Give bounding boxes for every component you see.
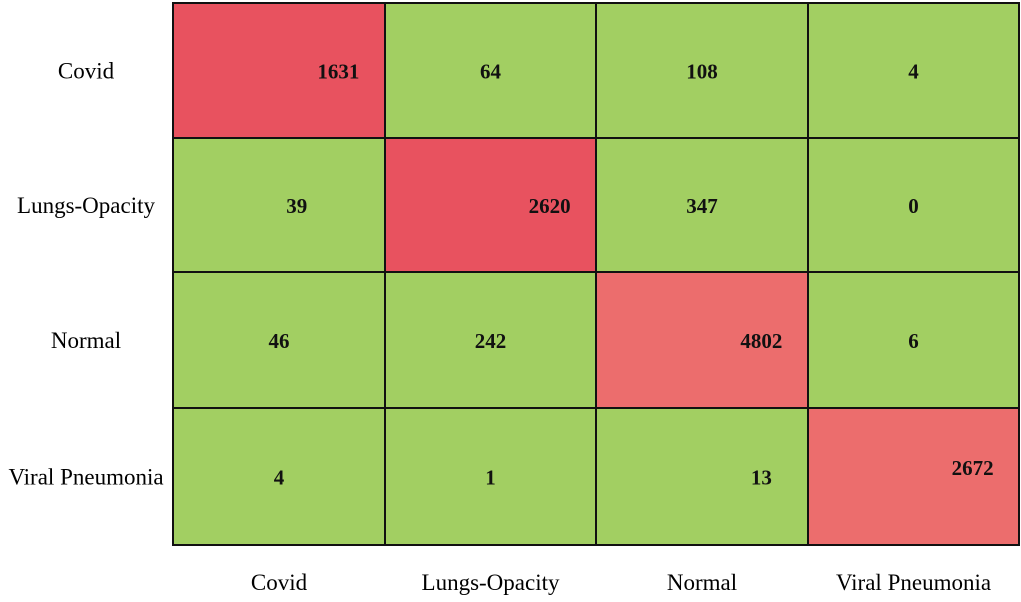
matrix-cell-r0-c2 bbox=[595, 2, 809, 139]
matrix-cell-r0-c1 bbox=[384, 2, 597, 139]
matrix-cell-r3-c2 bbox=[595, 407, 809, 546]
cell-value-r3-c3: 2672 bbox=[952, 456, 994, 480]
cell-value-r1-c3: 0 bbox=[908, 194, 919, 218]
cell-value-r1-c0: 39 bbox=[286, 194, 307, 218]
cell-value-r2-c3: 6 bbox=[908, 329, 919, 353]
cell-value-r2-c1: 242 bbox=[475, 329, 507, 353]
cell-value-r0-c2: 108 bbox=[686, 60, 718, 84]
column-label-0: Covid bbox=[251, 570, 308, 595]
matrix-cell-labels: 1631 64 108 439 2620 347 046 242 4802 64 1 13 2672 bbox=[269, 60, 994, 490]
cell-value-r1-c1: 2620 bbox=[529, 194, 571, 218]
matrix-cell-r1-c1 bbox=[384, 137, 597, 273]
matrix-cell-r2-c0 bbox=[172, 271, 386, 409]
matrix-cell-r3-c1 bbox=[384, 407, 597, 546]
column-label-1: Lungs-Opacity bbox=[422, 570, 560, 595]
matrix-cell-r0-c0 bbox=[172, 2, 386, 139]
matrix-cell-r1-c2 bbox=[595, 137, 809, 273]
column-label-3: Viral Pneumonia bbox=[836, 570, 991, 595]
cell-value-r2-c2: 4802 bbox=[740, 329, 782, 353]
column-labels: Covid Lungs-Opacity Normal Viral Pneumonia bbox=[251, 570, 991, 595]
matrix-cell-r2-c3 bbox=[807, 271, 1020, 409]
row-labels: Covid Lungs-Opacity Normal Viral Pneumonia bbox=[8, 59, 163, 490]
cell-value-r2-c0: 46 bbox=[269, 329, 290, 353]
matrix-cell-r1-c0 bbox=[172, 137, 386, 273]
row-label-0: Covid bbox=[58, 59, 115, 84]
cell-value-r3-c1: 1 bbox=[485, 466, 496, 490]
cell-value-r3-c0: 4 bbox=[274, 466, 285, 490]
matrix-cell-r3-c0 bbox=[172, 407, 386, 546]
matrix-cell-r0-c3 bbox=[807, 2, 1020, 139]
matrix-cell-r2-c2 bbox=[595, 271, 809, 409]
cell-value-r0-c1: 64 bbox=[480, 60, 502, 84]
matrix-cell-r3-c3 bbox=[807, 407, 1020, 546]
row-label-2: Normal bbox=[51, 328, 121, 353]
cell-value-r0-c3: 4 bbox=[908, 60, 919, 84]
matrix-cells bbox=[172, 2, 1020, 546]
row-label-3: Viral Pneumonia bbox=[8, 465, 163, 490]
cell-value-r1-c2: 347 bbox=[686, 194, 718, 218]
column-label-2: Normal bbox=[667, 570, 737, 595]
row-label-1: Lungs-Opacity bbox=[17, 193, 155, 218]
cell-value-r0-c0: 1631 bbox=[317, 60, 359, 84]
cell-value-r3-c2: 13 bbox=[751, 466, 772, 490]
